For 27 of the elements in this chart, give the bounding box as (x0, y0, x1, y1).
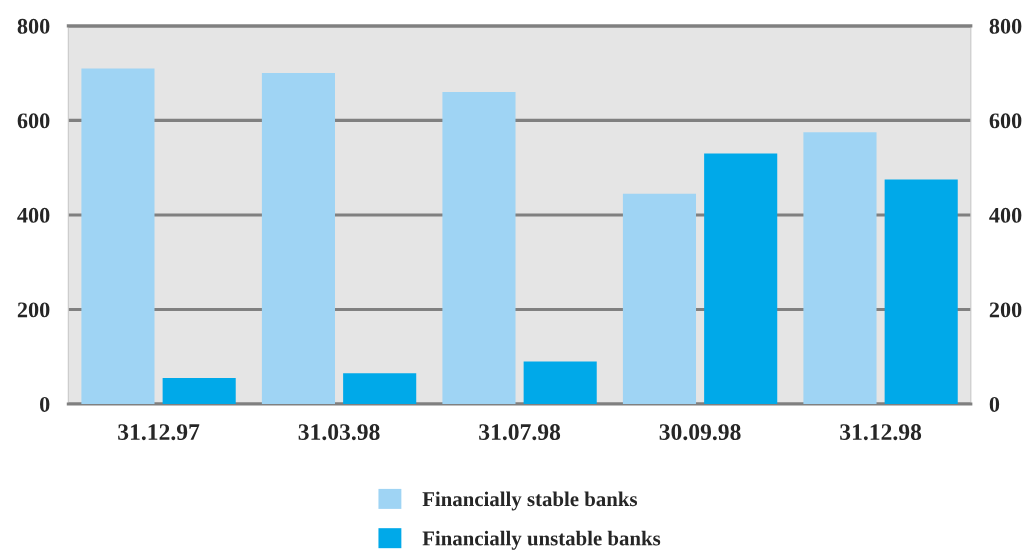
bar (803, 132, 877, 404)
x-tick-label: 31.07.98 (479, 424, 561, 441)
bar (704, 153, 778, 404)
y-tick-label: 200 (17, 302, 50, 318)
bar (343, 373, 417, 404)
bar (261, 73, 335, 404)
y2-tick-label: 400 (989, 207, 1022, 223)
y-tick-label: 800 (17, 18, 50, 34)
bar (622, 193, 697, 404)
bar (442, 92, 516, 404)
y2-tick-label: 200 (989, 302, 1022, 318)
bar (81, 68, 155, 404)
y-tick-label: 400 (17, 207, 50, 223)
y-tick-label: 600 (17, 113, 50, 129)
bar (523, 361, 597, 404)
x-tick-label: 31.12.98 (840, 424, 922, 441)
bar (884, 179, 958, 404)
x-tick-label: 31.12.97 (118, 424, 200, 441)
y2-tick-label: 600 (989, 113, 1022, 129)
y-tick-label: 0 (39, 396, 50, 412)
legend-label: Financially stable banks (422, 491, 638, 511)
bar (162, 377, 236, 404)
legend-label: Financially unstable banks (422, 530, 661, 550)
x-tick-label: 31.03.98 (298, 424, 380, 441)
x-tick-label: 30.09.98 (659, 424, 741, 441)
y2-tick-label: 800 (989, 18, 1022, 34)
y2-tick-label: 0 (989, 396, 1000, 412)
